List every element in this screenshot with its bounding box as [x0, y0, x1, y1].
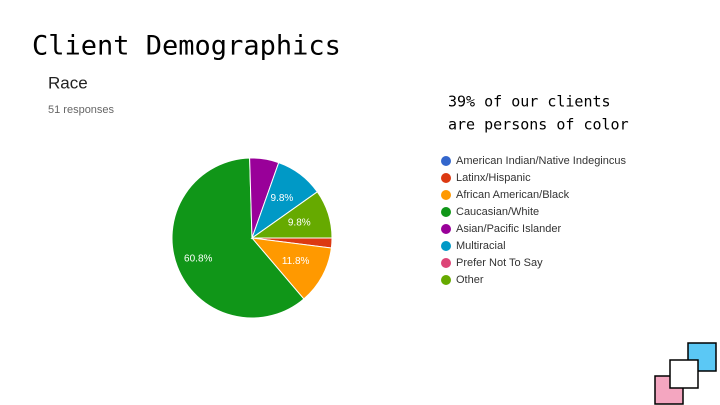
- legend-label: Prefer Not To Say: [456, 257, 543, 269]
- legend-label: Other: [456, 274, 484, 286]
- chart-title: Race: [48, 73, 88, 92]
- legend-marker: [441, 190, 451, 200]
- legend-label: Latinx/Hispanic: [456, 172, 531, 184]
- legend-marker: [441, 258, 451, 268]
- chart-subtitle: 51 responses: [48, 104, 115, 116]
- legend-marker: [441, 275, 451, 285]
- note-line: 39% of our clients: [448, 93, 611, 111]
- slide-title: Client Demographics: [32, 31, 341, 62]
- slice-label: 11.8%: [282, 256, 310, 267]
- deco-square: [669, 359, 699, 389]
- legend-label: Asian/Pacific Islander: [456, 223, 561, 235]
- note-line: are persons of color: [448, 116, 629, 134]
- slice-label: 9.8%: [271, 193, 294, 204]
- legend-marker: [441, 156, 451, 166]
- legend-marker: [441, 241, 451, 251]
- legend-marker: [441, 224, 451, 234]
- pie-slice: [250, 191, 333, 239]
- legend-label: Caucasian/White: [456, 206, 539, 218]
- decoration: [654, 342, 717, 405]
- pie-slice: [171, 157, 305, 319]
- legend-marker: [441, 207, 451, 217]
- legend-label: African American/Black: [456, 189, 570, 201]
- legend-label: Multiracial: [456, 240, 506, 252]
- legend-marker: [441, 173, 451, 183]
- slice-label: 60.8%: [184, 253, 212, 264]
- slice-label: 9.8%: [288, 218, 311, 229]
- legend-label: American Indian/Native Indegincus: [456, 155, 626, 167]
